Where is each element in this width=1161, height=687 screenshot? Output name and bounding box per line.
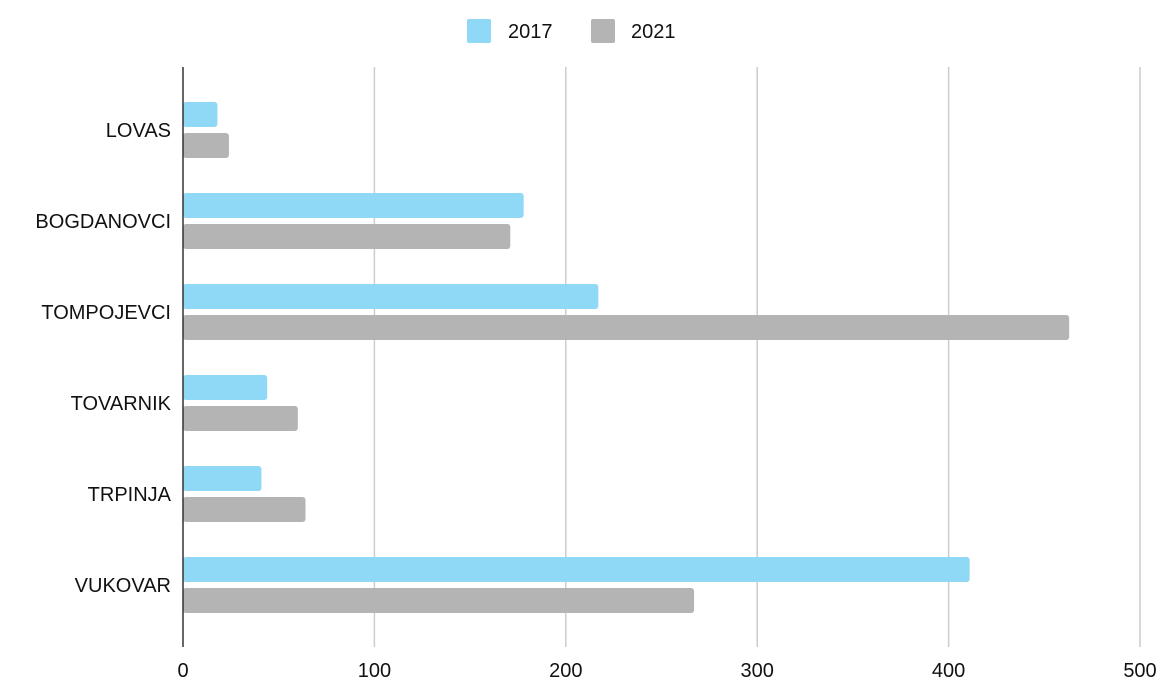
x-tick-labels: 0 100 200 300 400 500 <box>177 660 1156 682</box>
x-tick-label: 300 <box>741 660 774 682</box>
bar-vukovar-2017 <box>183 557 970 582</box>
bar-vukovar-2021 <box>183 588 695 613</box>
x-tick-label: 500 <box>1123 660 1156 682</box>
category-label: TRPINJA <box>88 484 172 506</box>
category-label: TOMPOJEVCI <box>41 302 171 324</box>
bar-tovarnik-2021 <box>183 406 298 431</box>
legend-label-2021: 2021 <box>631 21 676 43</box>
category-labels: LOVAS BOGDANOVCI TOMPOJEVCI TOVARNIK TRPINJA… <box>35 120 171 597</box>
x-tick-label: 0 <box>177 660 188 682</box>
bar-bogdanovci-2021 <box>183 224 511 249</box>
gridlines <box>373 67 1141 647</box>
legend: 2017 2021 <box>467 19 676 43</box>
category-label: VUKOVAR <box>75 575 171 597</box>
bar-tompojevci-2021 <box>183 315 1070 340</box>
bar-tompojevci-2017 <box>183 284 599 309</box>
legend-swatch-2021 <box>591 19 615 43</box>
category-label: TOVARNIK <box>71 393 172 415</box>
bars <box>183 102 1070 613</box>
bar-lovas-2017 <box>183 102 218 127</box>
x-tick-label: 400 <box>932 660 965 682</box>
bar-lovas-2021 <box>183 133 229 158</box>
bar-trpinja-2021 <box>183 497 306 522</box>
legend-label-2017: 2017 <box>508 21 553 43</box>
x-tick-label: 200 <box>549 660 582 682</box>
bar-trpinja-2017 <box>183 466 262 491</box>
bar-tovarnik-2017 <box>183 375 268 400</box>
x-tick-label: 100 <box>358 660 391 682</box>
category-label: BOGDANOVCI <box>35 211 171 233</box>
category-label: LOVAS <box>106 120 171 142</box>
legend-swatch-2017 <box>467 19 491 43</box>
bar-bogdanovci-2017 <box>183 193 524 218</box>
